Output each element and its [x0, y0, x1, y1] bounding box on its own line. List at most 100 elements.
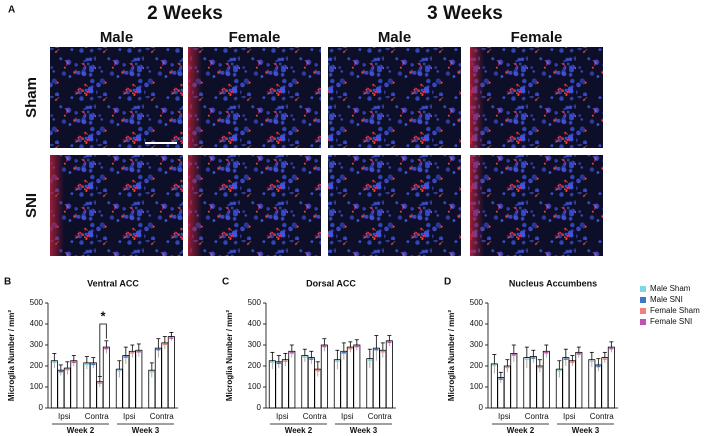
y-tick-label: 0 [257, 403, 262, 412]
x-tick-label: Contra [150, 412, 175, 421]
y-tick-label: 300 [248, 340, 262, 349]
bar [385, 340, 393, 409]
x-tick-label: Contra [368, 412, 393, 421]
y-axis-label: Microglia Number / mm² [7, 310, 16, 401]
x-tick-label: Ipsi [276, 412, 289, 421]
panel-label: D [444, 277, 451, 288]
bar [122, 355, 130, 409]
bar [562, 357, 570, 409]
bar [366, 358, 374, 409]
panel-label: A [8, 5, 15, 16]
micrographs: Male Female Male Female Sham SNI [23, 29, 603, 256]
bar [346, 346, 354, 409]
y-tick-label: 300 [470, 340, 484, 349]
bar [503, 365, 511, 409]
bar [542, 350, 550, 409]
x-tick-label: Ipsi [498, 412, 511, 421]
group-label: Week 2 [285, 426, 313, 435]
chart-title: Dorsal ACC [306, 278, 356, 288]
y-tick-label: 300 [30, 340, 44, 349]
group-label: Week 2 [507, 426, 535, 435]
significance-bracket [99, 323, 107, 377]
y-tick-label: 200 [470, 361, 484, 370]
x-tick-label: Contra [525, 412, 550, 421]
bar [510, 352, 518, 409]
bar [320, 344, 328, 409]
bar [568, 360, 576, 409]
bar [607, 346, 615, 409]
group-label: Week 3 [572, 426, 600, 435]
micrograph [328, 155, 461, 256]
row-label: SNI [23, 193, 40, 218]
time-label: 3 Weeks [427, 3, 503, 24]
y-tick-label: 400 [470, 319, 484, 328]
bar [70, 360, 78, 409]
tissue-edge [470, 47, 484, 148]
legend-label: Female Sham [650, 306, 700, 315]
bar [154, 347, 162, 409]
bar [83, 362, 91, 409]
column-label: Female [229, 29, 281, 46]
column-label: Female [511, 29, 563, 46]
row-label: Sham [23, 77, 40, 118]
legend-swatch [640, 297, 646, 303]
x-tick-label: Ipsi [123, 412, 136, 421]
tissue-edge [188, 47, 202, 148]
micrograph [50, 47, 183, 148]
y-tick-label: 500 [30, 298, 44, 307]
bar [288, 350, 296, 409]
charts: B Ventral ACC Microglia Number / mm² 0 100 20… [4, 277, 700, 435]
bar [167, 336, 175, 409]
panel-label: B [4, 277, 11, 288]
chart-title: Ventral ACC [87, 278, 139, 288]
y-tick-label: 100 [248, 382, 262, 391]
x-tick-label: Ipsi [58, 412, 71, 421]
bar [57, 369, 65, 409]
x-tick-label: Contra [85, 412, 110, 421]
annotation: * [101, 308, 107, 323]
bar [353, 344, 361, 409]
y-tick-label: 400 [30, 319, 44, 328]
tissue-edge [50, 155, 64, 256]
legend-label: Female SNI [650, 317, 692, 326]
bar [601, 357, 609, 409]
bar [594, 364, 602, 409]
tissue-edge [470, 155, 484, 256]
legend-label: Male SNI [650, 295, 683, 304]
micrograph [328, 47, 461, 148]
y-tick-label: 0 [39, 403, 44, 412]
tissue-edge [188, 155, 202, 256]
bar [497, 377, 505, 409]
bar [536, 365, 544, 409]
legend-swatch [640, 286, 646, 292]
bar [307, 357, 315, 409]
micrograph [188, 155, 321, 256]
column-label: Male [100, 29, 133, 46]
time-label: 2 Weeks [147, 3, 223, 24]
bar [523, 357, 531, 409]
bar [314, 368, 322, 409]
legend-swatch [640, 319, 646, 325]
bar [490, 363, 498, 409]
bar [340, 350, 348, 409]
micrograph [470, 47, 603, 148]
bar [529, 356, 537, 409]
legend-label: Male Sham [650, 284, 691, 293]
bar [89, 362, 97, 409]
x-tick-label: Contra [590, 412, 615, 421]
bar [161, 342, 169, 409]
bar [268, 360, 276, 409]
bar [555, 368, 563, 409]
bar [301, 355, 309, 409]
bar [96, 381, 104, 409]
y-tick-label: 500 [470, 298, 484, 307]
bar [588, 359, 596, 409]
bar [63, 367, 71, 409]
y-tick-label: 200 [248, 361, 262, 370]
group-label: Week 3 [132, 426, 160, 435]
y-tick-label: 500 [248, 298, 262, 307]
bar [102, 346, 110, 409]
group-label: Week 3 [350, 426, 378, 435]
bar [148, 369, 156, 409]
